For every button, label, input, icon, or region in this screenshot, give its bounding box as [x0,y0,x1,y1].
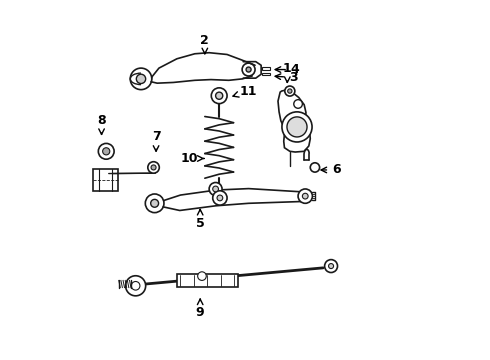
Circle shape [151,165,156,170]
Circle shape [282,112,312,142]
Circle shape [146,194,164,213]
Text: 8: 8 [97,114,106,134]
Circle shape [213,191,227,205]
Circle shape [294,100,302,108]
Polygon shape [278,90,310,152]
Text: 7: 7 [152,130,160,151]
Bar [93,169,119,191]
Circle shape [310,163,319,172]
Circle shape [131,282,140,290]
Circle shape [102,148,110,155]
Circle shape [217,195,223,201]
Text: 4: 4 [275,63,299,76]
Text: 5: 5 [196,210,204,230]
Text: 10: 10 [181,152,204,165]
Circle shape [287,117,307,137]
Circle shape [125,276,146,296]
Circle shape [130,68,152,90]
Circle shape [302,193,308,199]
Circle shape [209,183,222,195]
Circle shape [242,63,255,76]
Bar [262,67,270,69]
Bar [177,274,238,287]
Circle shape [329,264,334,269]
Circle shape [298,189,313,203]
Circle shape [136,74,146,84]
Text: 2: 2 [200,33,209,54]
Circle shape [324,260,338,273]
Circle shape [151,199,159,207]
Circle shape [216,92,223,99]
Bar [262,73,270,75]
Circle shape [148,162,159,173]
Circle shape [197,272,206,280]
Circle shape [213,186,219,192]
Text: 1: 1 [283,62,292,82]
Circle shape [285,86,295,96]
Circle shape [211,88,227,104]
Text: 6: 6 [321,163,341,176]
Circle shape [288,89,292,93]
Circle shape [246,67,251,72]
Circle shape [98,143,114,159]
Text: 3: 3 [275,71,298,84]
Text: 11: 11 [233,85,257,98]
Text: 9: 9 [196,299,204,319]
